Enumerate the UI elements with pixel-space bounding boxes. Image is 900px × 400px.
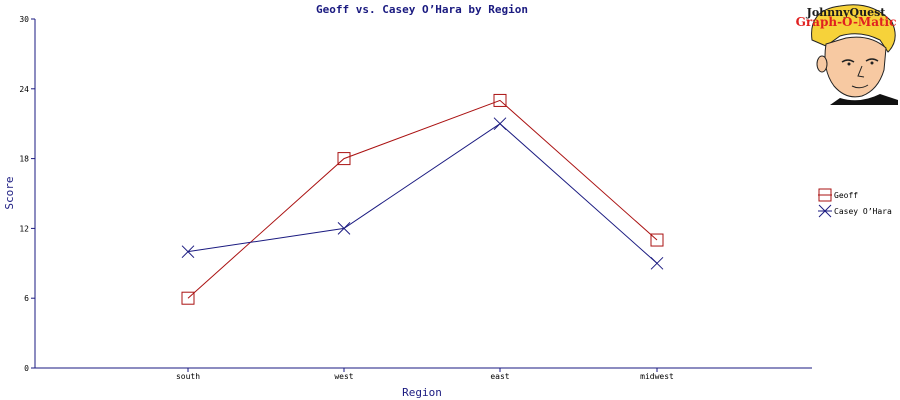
data-point-1-2 (493, 117, 507, 131)
chart-title: Geoff vs. Casey O’Hara by Region (316, 3, 528, 16)
y-tick-label: 24 (19, 85, 29, 94)
data-point-0-2 (493, 93, 507, 107)
x-axis: south west east midwest (35, 367, 812, 381)
legend-marker-0 (818, 188, 832, 202)
y-tick-label: 6 (24, 294, 29, 303)
x-tick-label: east (490, 372, 509, 381)
x-tick-label: west (334, 372, 353, 381)
x-tick-label: midwest (640, 372, 674, 381)
logo-line-1: JohnnyQuest (806, 6, 887, 19)
y-tick-label: 0 (24, 364, 29, 373)
data-point-1-0 (181, 245, 195, 259)
legend-label-1: Casey O’Hara (834, 207, 892, 216)
legend: Geoff Casey O’Hara (818, 188, 892, 218)
y-axis-label: Score (3, 176, 16, 209)
series-line-1 (187, 123, 658, 264)
legend-label-0: Geoff (834, 191, 858, 200)
x-axis-label: Region (402, 386, 442, 399)
data-point-1-3 (650, 256, 664, 270)
logo-line-2: Graph-O-Matic (796, 15, 897, 29)
y-tick-label: 30 (19, 15, 29, 24)
johnny-quest-logo: JohnnyQuest Graph-O-Matic (796, 0, 900, 105)
series-layer (181, 93, 664, 305)
legend-marker-1 (818, 204, 832, 218)
y-tick-label: 12 (19, 224, 29, 233)
data-point-0-0 (181, 291, 195, 305)
data-point-1-1 (337, 222, 351, 235)
series-line-0 (187, 99, 658, 299)
y-tick-label: 18 (19, 155, 29, 164)
y-axis: 0 6 12 18 24 30 (19, 15, 36, 373)
data-point-0-3 (650, 233, 664, 247)
data-point-0-1 (337, 152, 351, 166)
x-tick-label: south (176, 372, 200, 381)
